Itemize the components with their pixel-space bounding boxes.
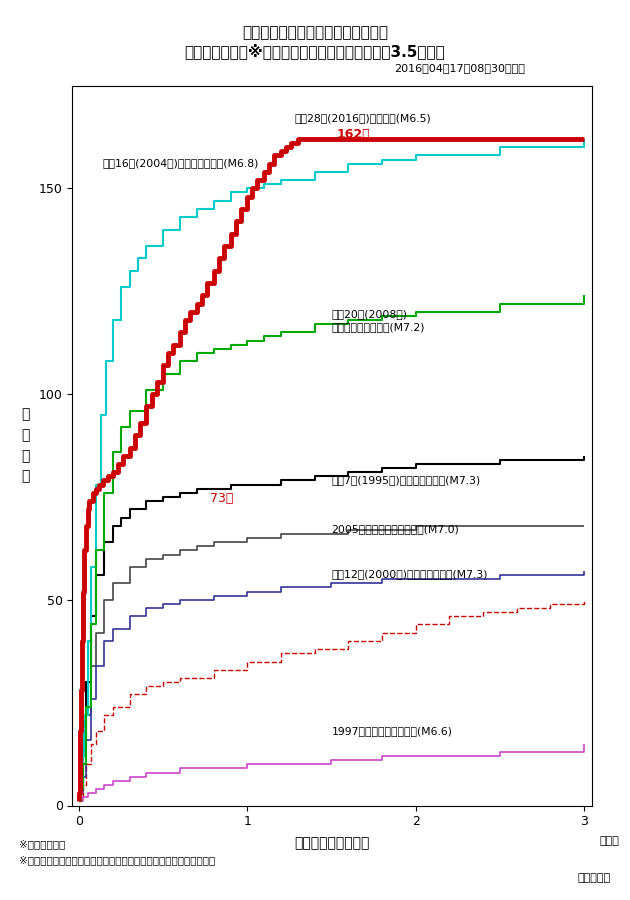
Text: 地震回数比較（※本震を含む）（マグニチュード3.5以上）: 地震回数比較（※本震を含む）（マグニチュード3.5以上）	[185, 43, 445, 59]
Text: 気象庁作成: 気象庁作成	[578, 873, 611, 883]
Text: 1997年鹿児島県薩摩地方(M6.6): 1997年鹿児島県薩摩地方(M6.6)	[331, 725, 452, 735]
Text: 内陸及び沿岸で発生した主な地震の: 内陸及び沿岸で発生した主な地震の	[242, 25, 388, 40]
Text: 平成12年(2000年)鳥取県西部地震(M7.3): 平成12年(2000年)鳥取県西部地震(M7.3)	[331, 569, 488, 580]
Text: （日）: （日）	[599, 836, 619, 846]
Text: 平成20年(2008年)
岩手・宮城内陸地震(M7.2): 平成20年(2008年) 岩手・宮城内陸地震(M7.2)	[331, 310, 425, 332]
Text: 平成7年(1995年)兵庫県南部地震(M7.3): 平成7年(1995年)兵庫県南部地震(M7.3)	[331, 474, 481, 484]
Text: ※本震を含む。: ※本震を含む。	[19, 839, 65, 849]
Text: ※この資料は速報値であり、後日の調査で変更することがあります。: ※この資料は速報値であり、後日の調査で変更することがあります。	[19, 855, 215, 865]
Text: 73回: 73回	[210, 492, 234, 505]
X-axis label: 本震からの経過日数: 本震からの経過日数	[295, 837, 370, 850]
Text: 積
算
回
数: 積 算 回 数	[21, 408, 30, 483]
Text: 162回: 162回	[336, 129, 370, 141]
Text: 平成28年(2016年)熊本地震(M6.5): 平成28年(2016年)熊本地震(M6.5)	[294, 112, 431, 122]
Text: 平成16年(2004年)新潟県中越地震(M6.8): 平成16年(2004年)新潟県中越地震(M6.8)	[103, 158, 259, 167]
Text: 2016年04月17日08時30分現在: 2016年04月17日08時30分現在	[394, 63, 525, 73]
Text: 2005年福岡県西方沖の地震(M7.0): 2005年福岡県西方沖の地震(M7.0)	[331, 524, 459, 534]
